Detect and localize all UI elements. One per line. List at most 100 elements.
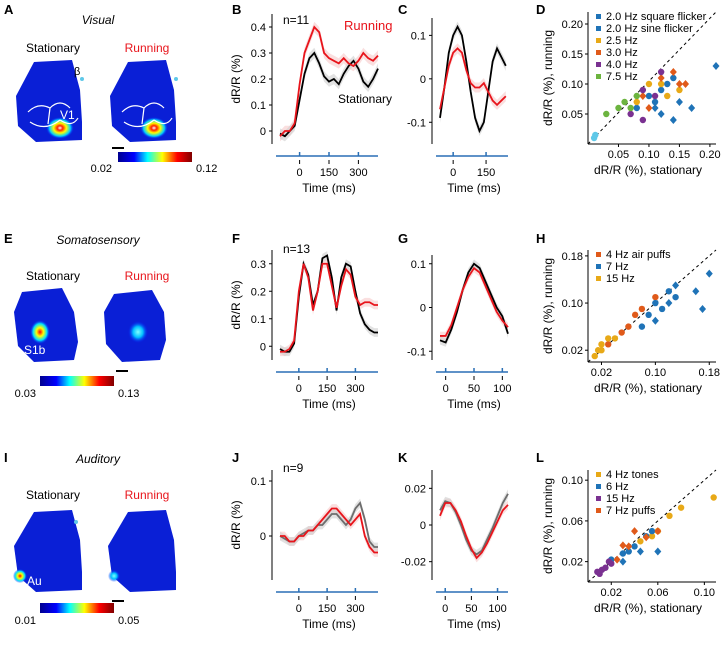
chart-b-series-running — [279, 25, 379, 137]
colorbar — [40, 603, 114, 613]
chart-d-y-tick-label: 0.15 — [562, 49, 583, 61]
chart-d-legend-swatch — [596, 14, 601, 19]
chart-d-point — [669, 116, 677, 124]
panel-letter-c: C — [398, 2, 408, 17]
chart-d-point — [657, 86, 665, 94]
chart-f-x-tick-label: 150 — [318, 383, 336, 395]
chart-l-point — [602, 564, 609, 571]
chart-b-x-tick-label: 0 — [297, 167, 303, 179]
n-label-b: n=11 — [283, 13, 309, 27]
chart-h-point — [665, 288, 673, 295]
chart-g-y-tick-label: -0.1 — [407, 346, 426, 358]
chart-c-series-stationary — [439, 24, 507, 134]
chart-h-point — [625, 323, 632, 330]
panel-letter-h: H — [536, 231, 545, 246]
colorbar-max: 0.13 — [118, 388, 139, 400]
chart-l-point — [642, 533, 650, 542]
chart-b-y-tick-label: 0 — [260, 126, 266, 138]
chart-l-point — [648, 527, 656, 535]
chart-j-x-tick-label: 300 — [346, 603, 364, 615]
n-label-f: n=13 — [283, 242, 310, 256]
chart-l-point — [666, 512, 673, 520]
chart-l-y-tick-label: 0.06 — [562, 516, 583, 528]
chart-h-point — [645, 311, 652, 319]
panel-letter-k: K — [398, 450, 408, 465]
chart-l-legend-label: 4 Hz tones — [606, 469, 659, 481]
chart-d-point — [603, 110, 610, 118]
chart-d-point — [633, 98, 640, 106]
chart-h-point — [652, 299, 659, 307]
chart-b-y-tick-label: 0.4 — [251, 22, 266, 34]
chart-d-x-tick-label: 0.05 — [608, 149, 629, 161]
chart-j-x-tick-label: 150 — [318, 603, 336, 615]
chart-d-point — [615, 104, 622, 112]
chart-l-point — [619, 541, 627, 550]
chart-l-point — [619, 550, 627, 557]
chart-c-y-tick-label: 0 — [420, 74, 426, 86]
chart-h-legend-label: 4 Hz air puffs — [606, 249, 671, 261]
chart-l-legend-label: 6 Hz — [606, 481, 629, 493]
panel-letter-j: J — [232, 450, 239, 465]
chart-c-x-tick-label: 150 — [477, 167, 495, 179]
chart-k-x-tick-label: 0 — [442, 603, 448, 615]
chart-f-y-tick-label: 0.1 — [251, 314, 266, 326]
chart-d-point — [657, 80, 665, 88]
chart-d-legend-swatch — [596, 38, 601, 43]
chart-h-point — [651, 316, 659, 325]
colorbar-min: 0.02 — [91, 163, 112, 175]
chart-h-legend-swatch — [596, 264, 601, 269]
chart-j-y-label: dR/R (%) — [229, 500, 243, 549]
chart-h-point — [638, 323, 646, 330]
chart-d-point — [682, 80, 690, 88]
chart-d-legend-label: 2.0 Hz square flicker — [606, 11, 707, 23]
chart-b-y-tick-label: 0.3 — [251, 48, 266, 60]
chart-d-legend-label: 4.0 Hz — [606, 59, 638, 71]
chart-d-point — [592, 131, 599, 139]
region-label-beta: β — [74, 66, 80, 78]
chart-l-point — [625, 542, 633, 551]
chart-d-point — [651, 98, 659, 106]
chart-k-series-running — [439, 502, 509, 560]
chart-l-x-label: dR/R (%), stationary — [594, 601, 702, 615]
chart-l-legend-swatch — [596, 508, 601, 513]
chart-d-x-tick-label: 0.15 — [669, 149, 690, 161]
chart-d-y-label: dR/R (%), running — [541, 30, 555, 126]
activation-spot — [30, 320, 50, 344]
chart-f-band-running — [280, 259, 378, 357]
row-title-auditory: Auditory — [75, 452, 121, 466]
chart-l-legend-swatch — [596, 472, 601, 477]
chart-l-point — [637, 538, 644, 545]
chart-d-point — [675, 80, 683, 88]
chart-f-y-tick-label: 0.3 — [251, 259, 266, 271]
chart-h-x-tick-label: 0.02 — [591, 367, 612, 379]
chart-h-point — [652, 293, 659, 301]
marker-dot — [174, 77, 178, 81]
chart-d-identity-line — [587, 11, 717, 145]
chart-d-legend-swatch — [596, 26, 601, 31]
map-label-running: Running — [125, 488, 170, 502]
colorbar-max: 0.12 — [196, 163, 217, 175]
panel-letter-g: G — [398, 231, 408, 246]
panel-letter-e: E — [4, 231, 13, 246]
chart-d-legend-label: 2.5 Hz — [606, 35, 638, 47]
chart-h-point — [605, 335, 612, 342]
chart-h-point — [611, 335, 619, 342]
chart-c-series-running — [439, 47, 507, 110]
map-label-stationary: Stationary — [26, 488, 80, 502]
chart-l-legend-swatch — [596, 496, 601, 501]
chart-d-point — [633, 92, 640, 100]
chart-l-point — [631, 527, 639, 536]
chart-l-legend-swatch — [596, 484, 601, 489]
chart-d-point — [669, 68, 677, 76]
panel-letter-f: F — [232, 231, 240, 246]
chart-l-point — [594, 568, 601, 576]
chart-d-y-tick-label: 0.20 — [562, 19, 583, 31]
chart-c-y-tick-label: 0.1 — [411, 30, 426, 42]
chart-l-legend-label: 15 Hz — [606, 493, 635, 505]
chart-l-point — [619, 557, 627, 566]
chart-j-y-tick-label: 0.1 — [251, 476, 266, 488]
chart-h-x-label: dR/R (%), stationary — [594, 381, 702, 395]
legend-stationary-b: Stationary — [338, 92, 392, 106]
chart-b-x-label: Time (ms) — [302, 181, 356, 195]
